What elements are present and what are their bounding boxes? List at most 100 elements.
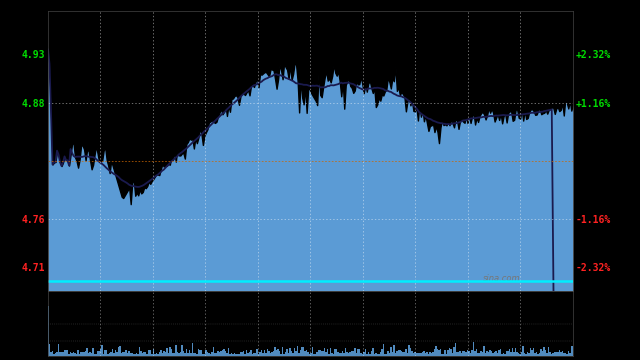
Bar	[247, 353, 249, 356]
Bar	[494, 352, 495, 356]
Bar	[559, 350, 560, 356]
Bar	[243, 351, 244, 356]
Bar	[103, 354, 104, 356]
Bar	[189, 350, 190, 356]
Bar	[55, 353, 56, 356]
Bar	[253, 353, 255, 356]
Bar	[49, 345, 51, 356]
Bar	[536, 352, 538, 356]
Bar	[81, 352, 82, 356]
Bar	[85, 351, 86, 356]
Bar	[64, 350, 65, 356]
Bar	[425, 352, 426, 356]
Bar	[160, 350, 161, 356]
Bar	[482, 352, 483, 356]
Bar	[273, 351, 275, 356]
Bar	[432, 352, 434, 356]
Bar	[83, 352, 85, 356]
Bar	[120, 346, 121, 356]
Bar	[51, 352, 52, 356]
Bar	[401, 351, 402, 356]
Bar	[440, 349, 441, 356]
Bar	[538, 354, 539, 356]
Bar	[543, 347, 545, 356]
Bar	[515, 348, 516, 356]
Bar	[71, 353, 73, 356]
Bar	[349, 352, 351, 356]
Bar	[340, 353, 342, 356]
Bar	[181, 345, 182, 356]
Bar	[238, 354, 240, 356]
Bar	[408, 345, 410, 356]
Bar	[104, 350, 106, 356]
Bar	[557, 352, 559, 356]
Bar	[413, 352, 414, 356]
Bar	[336, 349, 337, 356]
Bar	[86, 348, 88, 356]
Bar	[449, 348, 451, 356]
Bar	[159, 351, 160, 356]
Bar	[196, 354, 198, 356]
Bar	[464, 351, 465, 356]
Bar	[367, 352, 369, 356]
Bar	[490, 350, 491, 356]
Bar	[97, 351, 99, 356]
Bar	[390, 347, 392, 356]
Bar	[100, 349, 101, 356]
Bar	[277, 349, 279, 356]
Bar	[284, 354, 285, 356]
Bar	[375, 354, 376, 356]
Bar	[509, 349, 510, 356]
Bar	[563, 353, 564, 356]
Bar	[387, 351, 388, 356]
Bar	[296, 351, 297, 356]
Bar	[150, 350, 151, 356]
Bar	[540, 348, 542, 356]
Bar	[226, 354, 228, 356]
Bar	[307, 352, 309, 356]
Bar	[91, 353, 92, 356]
Bar	[362, 354, 363, 356]
Bar	[354, 348, 355, 356]
Bar	[267, 349, 268, 356]
Bar	[240, 352, 241, 356]
Bar	[175, 345, 177, 356]
Bar	[434, 350, 435, 356]
Bar	[276, 350, 277, 356]
Bar	[374, 354, 375, 356]
Bar	[518, 353, 520, 356]
Bar	[415, 352, 417, 356]
Bar	[216, 353, 217, 356]
Bar	[205, 350, 207, 356]
Bar	[170, 349, 172, 356]
Bar	[230, 353, 232, 356]
Bar	[491, 351, 492, 356]
Bar	[527, 352, 529, 356]
Bar	[184, 354, 186, 356]
Bar	[62, 352, 64, 356]
Bar	[52, 351, 53, 356]
Bar	[383, 345, 384, 356]
Bar	[260, 350, 262, 356]
Bar	[353, 351, 354, 356]
Bar	[330, 348, 332, 356]
Bar	[551, 354, 552, 356]
Bar	[305, 351, 306, 356]
Bar	[363, 352, 365, 356]
Bar	[282, 347, 284, 356]
Bar	[351, 351, 353, 356]
Bar	[366, 354, 367, 356]
Bar	[513, 352, 515, 356]
Bar	[173, 353, 175, 356]
Bar	[65, 350, 67, 356]
Bar	[321, 351, 323, 356]
Bar	[396, 351, 397, 356]
Bar	[481, 351, 482, 356]
Bar	[516, 352, 518, 356]
Bar	[223, 348, 225, 356]
Bar	[339, 353, 340, 356]
Bar	[324, 348, 325, 356]
Bar	[310, 353, 312, 356]
Bar	[318, 350, 319, 356]
Bar	[429, 352, 431, 356]
